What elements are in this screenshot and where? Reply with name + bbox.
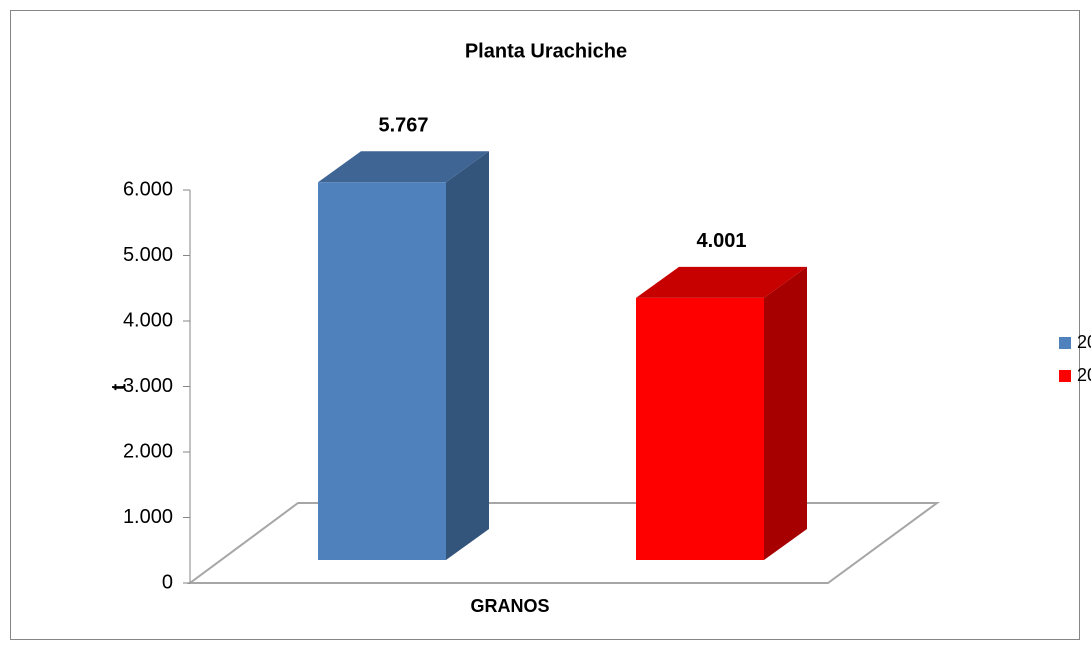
x-tick-label: GRANOS <box>470 596 549 616</box>
legend-label: 2015 <box>1077 365 1091 385</box>
legend-label: 2014 <box>1077 332 1091 352</box>
floor <box>186 502 941 584</box>
legend-swatch <box>1059 370 1071 382</box>
data-label: 4.001 <box>696 230 746 252</box>
data-label: 5.767 <box>378 115 428 137</box>
y-tick-label: 2.000 <box>123 440 173 462</box>
bar-top <box>318 151 489 183</box>
y-tick-label: 3.000 <box>123 375 173 397</box>
y-tick-label: 4.000 <box>123 309 173 331</box>
y-axis-label: t <box>108 383 130 390</box>
y-tick-label: 1.000 <box>123 506 173 528</box>
y-tick-label: 5.000 <box>123 244 173 266</box>
bar <box>318 182 446 560</box>
bar-side <box>764 266 807 560</box>
y-tick-label: 0 <box>162 571 173 593</box>
chart-title: Planta Urachiche <box>465 40 627 62</box>
legend-swatch <box>1059 337 1071 349</box>
bar <box>636 297 764 560</box>
bar-side <box>446 151 489 560</box>
bar-top <box>636 266 807 298</box>
y-tick-label: 6.000 <box>123 178 173 200</box>
